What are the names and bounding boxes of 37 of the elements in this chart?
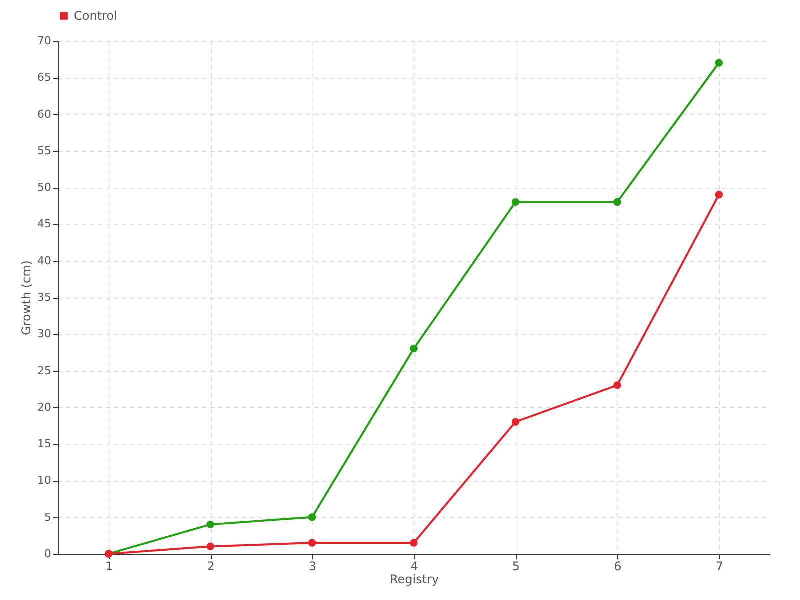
- point: [308, 513, 316, 522]
- x-tick-label: 2: [207, 560, 215, 574]
- x-tick-label: 5: [512, 560, 520, 574]
- x-tick-label: 3: [308, 560, 317, 574]
- point: [512, 198, 520, 206]
- x-axis-title: Registry: [390, 572, 440, 586]
- point: [715, 59, 724, 67]
- x-tick-label: 6: [614, 560, 622, 574]
- y-tick-label: 65: [38, 71, 52, 84]
- point: [614, 198, 622, 206]
- y-tick-label: 5: [44, 510, 52, 524]
- y-tick-label: 70: [38, 34, 52, 48]
- point: [308, 539, 316, 547]
- point: [512, 418, 520, 426]
- x-tick-label: 7: [716, 560, 724, 574]
- y-tick-label: 55: [38, 144, 52, 158]
- y-tick-label: 15: [38, 438, 52, 451]
- legend-label: Control: [74, 9, 118, 23]
- y-tick-label: 30: [38, 328, 52, 341]
- y-tick-label: 35: [38, 291, 52, 304]
- y-tick-label: 10: [38, 474, 52, 488]
- y-tick-label: 20: [38, 400, 52, 414]
- y-tick-label: 60: [38, 108, 52, 121]
- y-tick-label: 25: [38, 364, 52, 378]
- y-tick-label: 40: [38, 254, 52, 268]
- point: [206, 520, 214, 529]
- point: [410, 539, 418, 547]
- point: [614, 382, 622, 390]
- x-tick-label: 1: [106, 560, 114, 574]
- x-tick-label: 4: [410, 560, 418, 574]
- y-axis-title: Growth (cm): [20, 260, 34, 336]
- y-tick-label: 0: [44, 548, 52, 560]
- point: [206, 542, 214, 551]
- y-tick-label: 45: [38, 218, 52, 231]
- y-tick-label: 50: [38, 181, 52, 194]
- point: [715, 191, 724, 199]
- point: [410, 344, 418, 353]
